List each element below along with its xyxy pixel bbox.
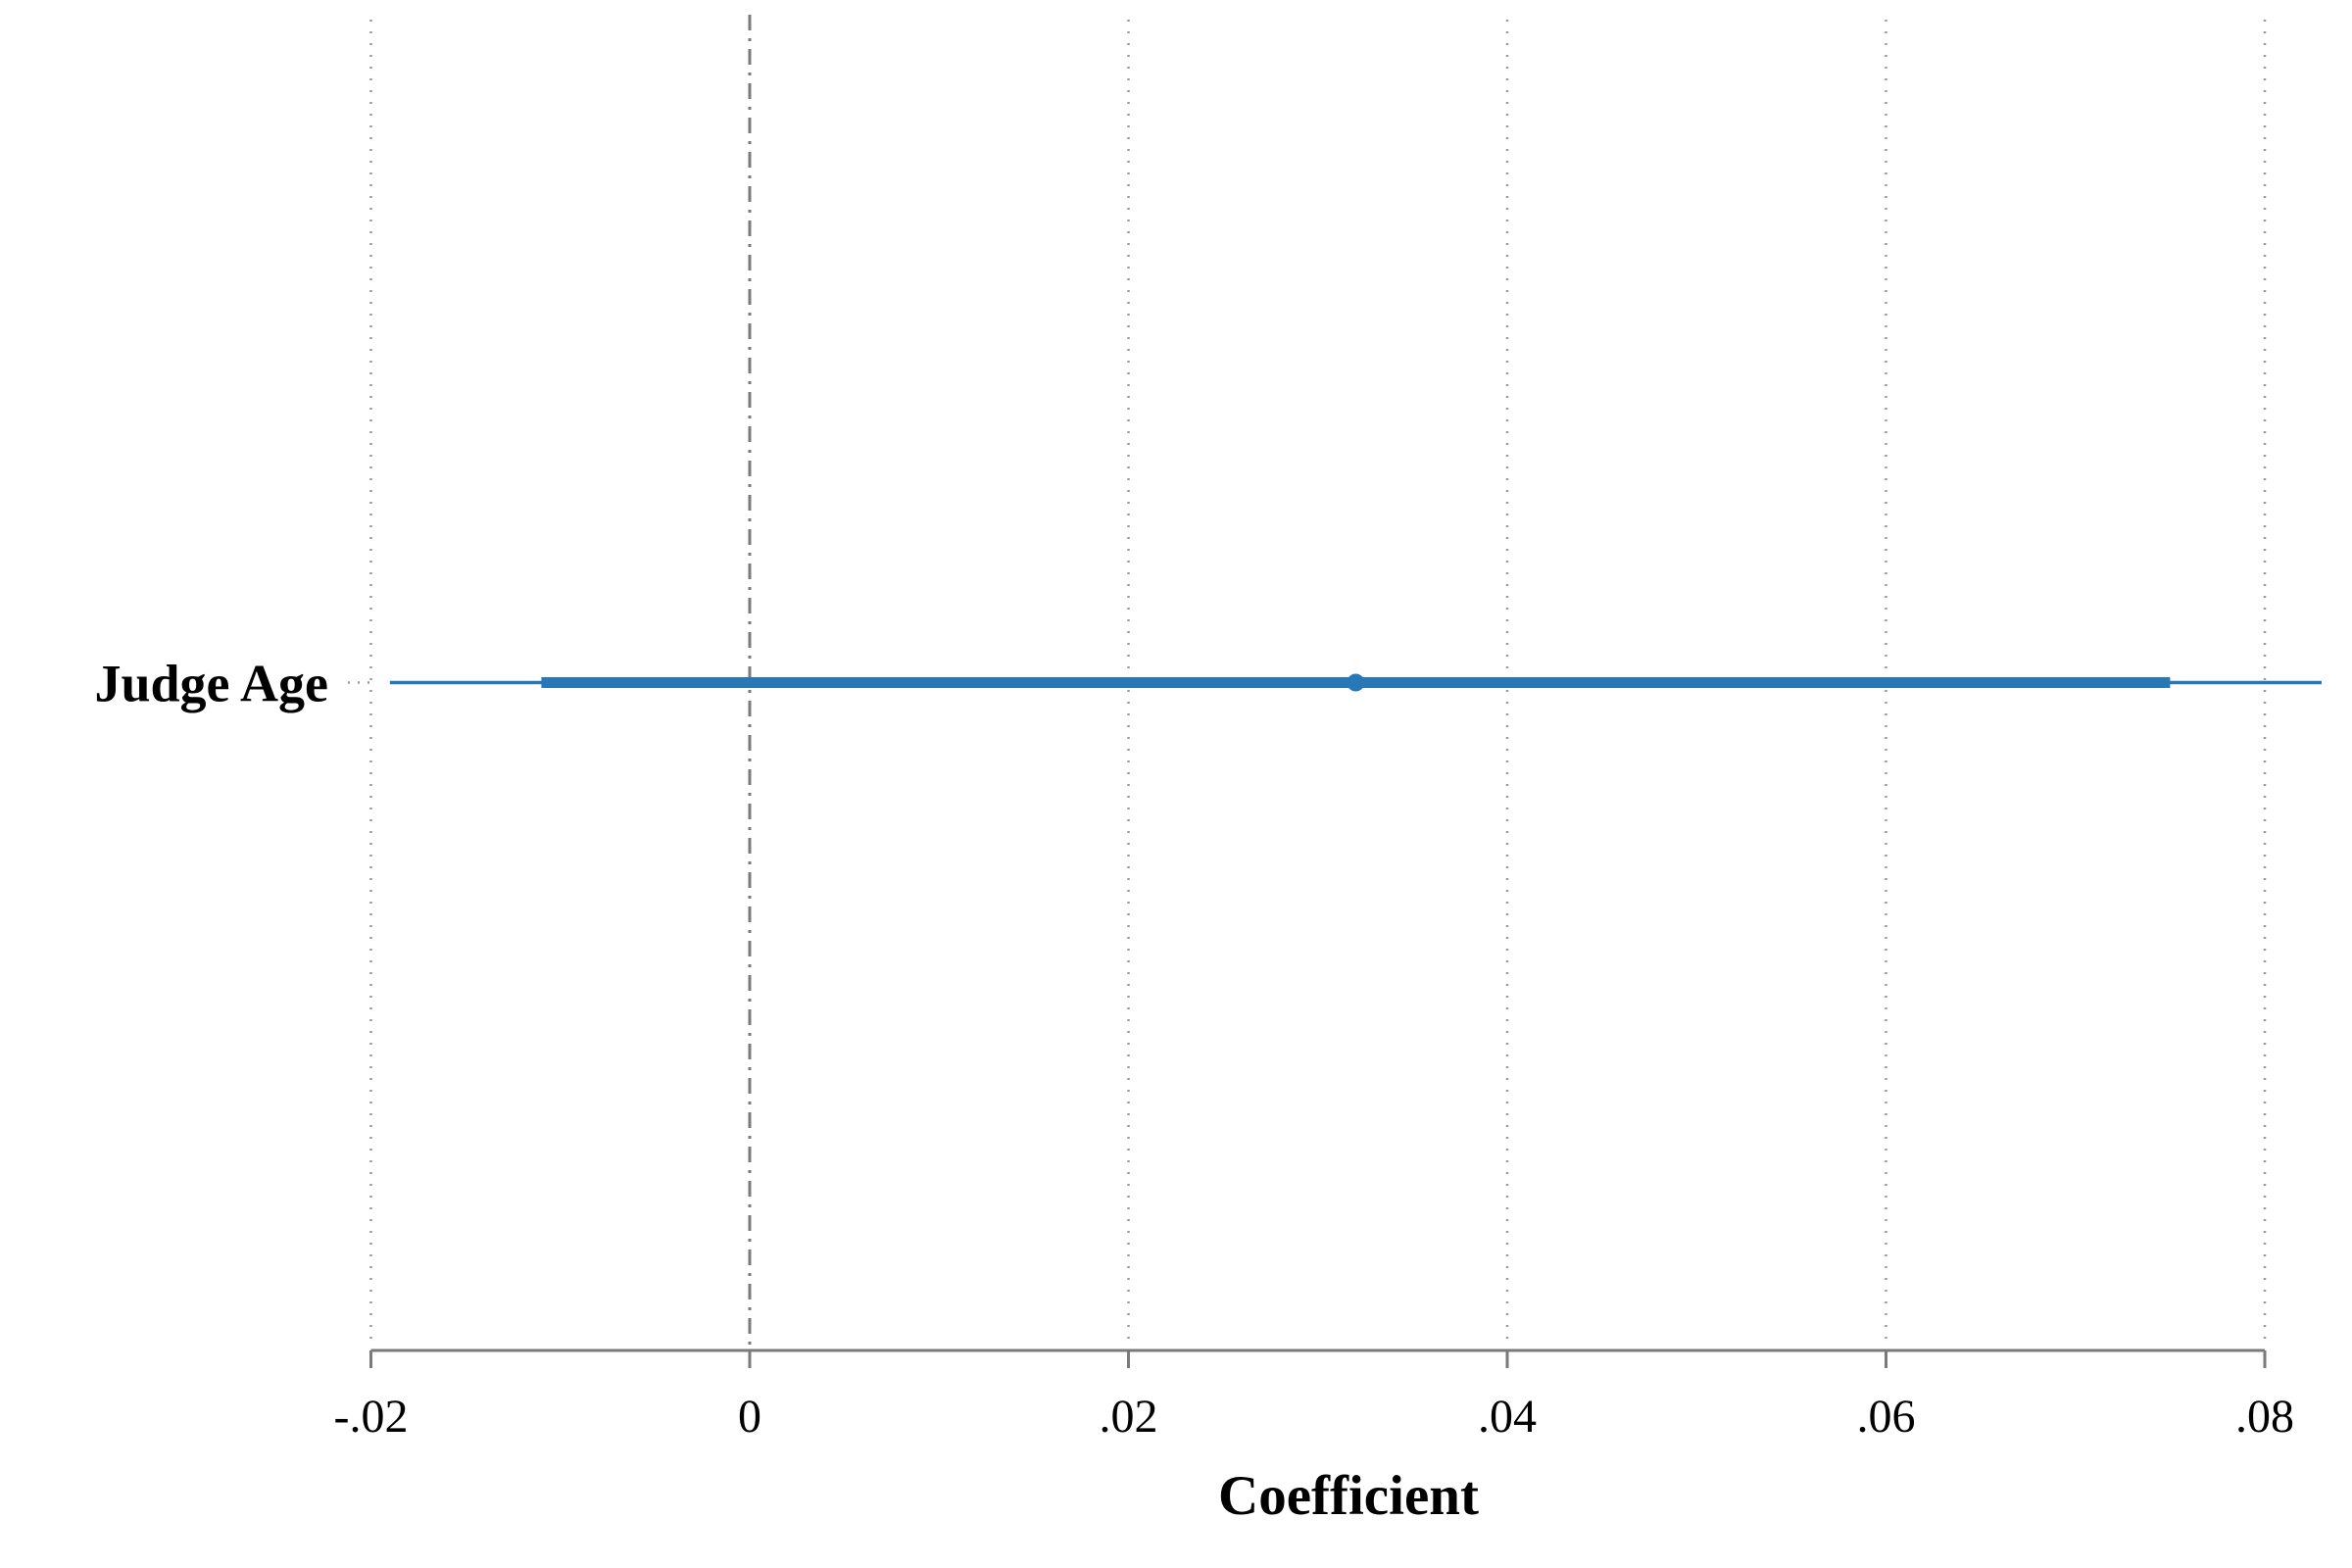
x-tick-label-5: .08 xyxy=(2235,1391,2294,1443)
point-estimate-0 xyxy=(1347,673,1365,692)
x-tick-label-3: .04 xyxy=(1478,1391,1537,1443)
x-axis: -.02 0 .02 .04 .06 .08 xyxy=(334,1348,2294,1443)
row-label-0: Judge Age xyxy=(94,655,328,713)
x-tick-label-0: -.02 xyxy=(334,1391,409,1443)
coefficient-marks xyxy=(389,673,2322,692)
x-tick-label-4: .06 xyxy=(1857,1391,1916,1443)
x-tick-label-2: .02 xyxy=(1100,1391,1158,1443)
x-axis-title: Coefficient xyxy=(1218,1465,1479,1527)
x-tick-label-1: 0 xyxy=(738,1391,761,1443)
grid-layer xyxy=(369,20,2267,1347)
category-labels: Judge Age xyxy=(94,655,370,713)
